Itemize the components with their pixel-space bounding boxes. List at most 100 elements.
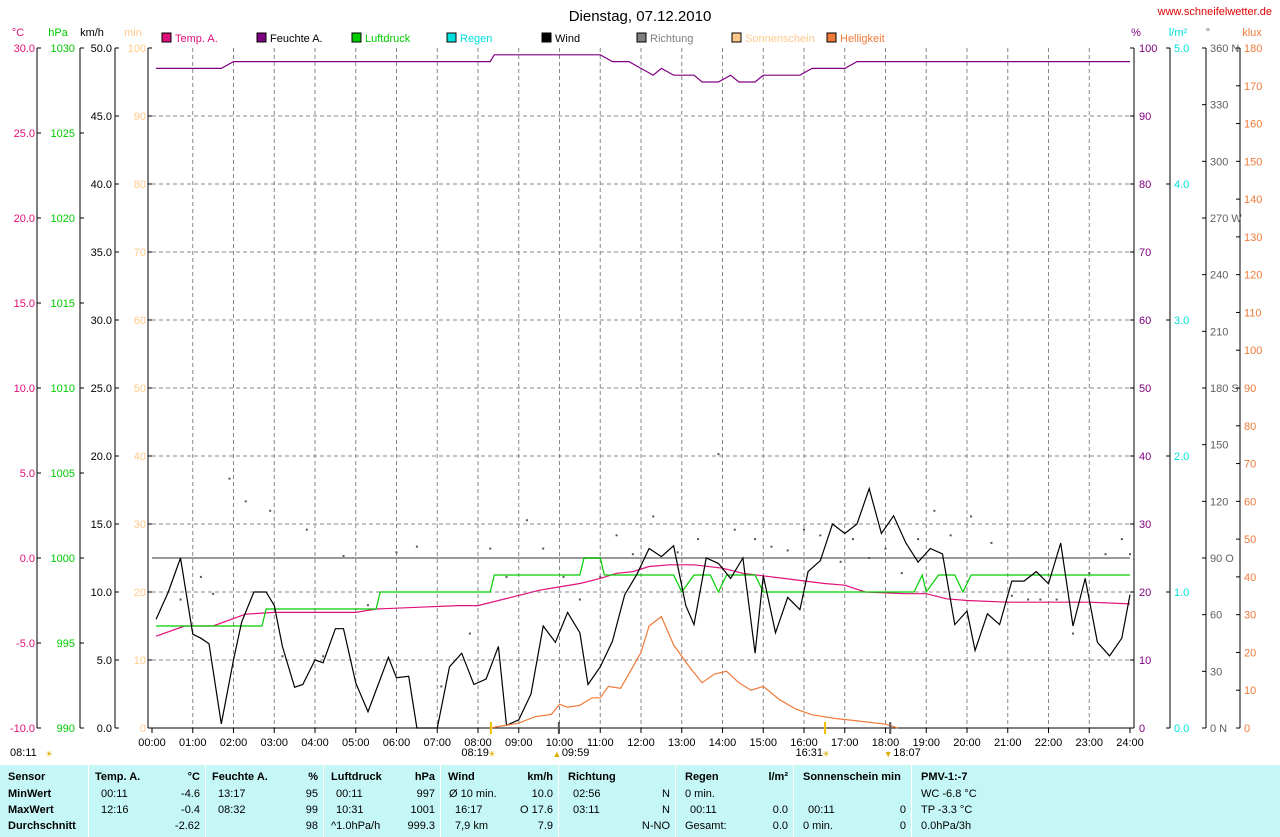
rain-tick-label: 0.0 <box>1174 723 1189 735</box>
direction-point <box>199 575 202 578</box>
sun-unit-label: min <box>124 27 142 39</box>
direction-point <box>578 598 581 601</box>
legend-swatch <box>826 32 837 43</box>
direction-point <box>395 551 398 554</box>
sun-total-value: 0 <box>899 820 906 832</box>
pmv-header: PMV-1:-7 <box>921 771 968 783</box>
sunrise-label: 08:11 <box>10 747 37 759</box>
pressure-tick-label: 1005 <box>51 468 75 480</box>
press-column: Luftdruck hPa 00:11 997 10:31 1001 ^1.0h… <box>323 765 441 837</box>
pressure-tick-label: 990 <box>57 723 75 735</box>
direction-point <box>1055 598 1058 601</box>
x-tick-label: 09:00 <box>505 737 533 749</box>
x-tick-label: 06:00 <box>383 737 411 749</box>
light-tick-label: 160 <box>1244 119 1262 131</box>
hum-max-value: 99 <box>305 804 318 816</box>
direction-point <box>542 547 545 550</box>
temp-tick-label: 25.0 <box>14 128 35 140</box>
direction-tick-label: 300 <box>1210 156 1228 168</box>
sun-tick-label: 90 <box>134 111 146 123</box>
humidity-tick-label: 100 <box>1139 43 1157 55</box>
dir-avg-value: N-NO <box>641 820 670 832</box>
direction-tick-label: 30 <box>1210 666 1222 678</box>
direction-point <box>305 528 308 531</box>
temp-tick-label: -5.0 <box>16 638 35 650</box>
pressure-tick-label: 1020 <box>51 213 75 225</box>
rain-max-value: 0.0 <box>772 804 788 816</box>
dir-max-time: 03:11 <box>573 804 600 816</box>
legend-label: Sonnenschein <box>745 33 815 45</box>
pressure-tick-label: 1025 <box>51 128 75 140</box>
sun-tick-label: 40 <box>134 451 146 463</box>
direction-point <box>1010 594 1013 597</box>
wind-tick-label: 50.0 <box>91 43 112 55</box>
wind-tick-label: 30.0 <box>91 315 112 327</box>
direction-point <box>505 575 508 578</box>
humidity-tick-label: 60 <box>1139 315 1151 327</box>
legend-swatch <box>541 32 552 43</box>
wind-min-label: Ø 10 min. <box>449 788 497 800</box>
temp-tick-label: 10.0 <box>14 383 35 395</box>
wind-header: Wind <box>448 771 475 783</box>
temp-unit: °C <box>187 771 200 783</box>
direction-point <box>615 534 618 537</box>
direction-point <box>415 545 418 548</box>
hum-min-value: 95 <box>305 788 318 800</box>
x-tick-label: 10:00 <box>546 737 574 749</box>
direction-tick-label: 0 N <box>1210 723 1227 735</box>
press-trend: ^1.0hPa/h <box>331 820 381 832</box>
marker-symbol: ☀ <box>822 749 830 759</box>
press-min-value: 997 <box>416 788 435 800</box>
x-tick-label: 01:00 <box>179 737 207 749</box>
temp-tick-label: 15.0 <box>14 298 35 310</box>
humidity-tick-label: 70 <box>1139 247 1151 259</box>
sensor-header: Sensor <box>8 771 46 783</box>
direction-point <box>1071 632 1074 635</box>
dir-header: Richtung <box>568 771 616 783</box>
light-tick-label: 90 <box>1244 383 1256 395</box>
wind-column: Wind km/h Ø 10 min. 10.0 16:17 O 17.6 7,… <box>440 765 559 837</box>
chart-title: Dienstag, 07.12.2010 <box>569 8 712 25</box>
wind-avg-value: 7.9 <box>537 820 553 832</box>
temp-tick-label: 30.0 <box>14 43 35 55</box>
hum-max-time: 08:32 <box>218 804 246 816</box>
light-tick-label: 60 <box>1244 496 1256 508</box>
light-tick-label: 30 <box>1244 610 1256 622</box>
hum-column: Feuchte A. % 13:17 95 08:32 99 98 <box>205 765 324 837</box>
press-header: Luftdruck <box>331 771 382 783</box>
light-tick-label: 150 <box>1244 156 1262 168</box>
light-tick-label: 20 <box>1244 647 1256 659</box>
direction-point <box>917 538 920 541</box>
direction-unit-label: ° <box>1206 27 1210 39</box>
marker-symbol: ▼ <box>884 749 893 759</box>
marker-symbol: ☀ <box>488 749 496 759</box>
pressure-tick-label: 1000 <box>51 553 75 565</box>
temp-header: Temp. A. <box>95 771 141 783</box>
wind-tick-label: 5.0 <box>97 655 112 667</box>
humidity-tick-label: 40 <box>1139 451 1151 463</box>
temp-max-value: -0.4 <box>181 804 200 816</box>
sunrise-icon: ☀ <box>45 749 53 759</box>
wind-distance: 7,9 km <box>455 820 489 832</box>
direction-point <box>1027 598 1030 601</box>
direction-point <box>228 477 231 480</box>
sun-tick-label: 100 <box>128 43 146 55</box>
legend-label: Feuchte A. <box>270 33 323 45</box>
direction-point <box>733 528 736 531</box>
legend-label: Wind <box>555 33 580 45</box>
temp-avg-value: -2.62 <box>174 820 200 832</box>
temp-tick-label: -10.0 <box>10 723 35 735</box>
direction-point <box>599 575 602 578</box>
wind-tick-label: 35.0 <box>91 247 112 259</box>
direction-point <box>1129 553 1131 556</box>
direction-tick-label: 90 O <box>1210 553 1234 565</box>
sensor-column: Sensor MinWert MaxWert Durchschnitt <box>0 765 88 837</box>
light-series <box>490 615 898 729</box>
row-label-max: MaxWert <box>8 804 54 816</box>
legend-swatch <box>351 32 362 43</box>
x-tick-label: 20:00 <box>953 737 981 749</box>
wind-series <box>155 486 1131 729</box>
direction-point <box>212 592 215 595</box>
legend-label: Temp. A. <box>175 33 218 45</box>
rain-tick-label: 5.0 <box>1174 43 1189 55</box>
